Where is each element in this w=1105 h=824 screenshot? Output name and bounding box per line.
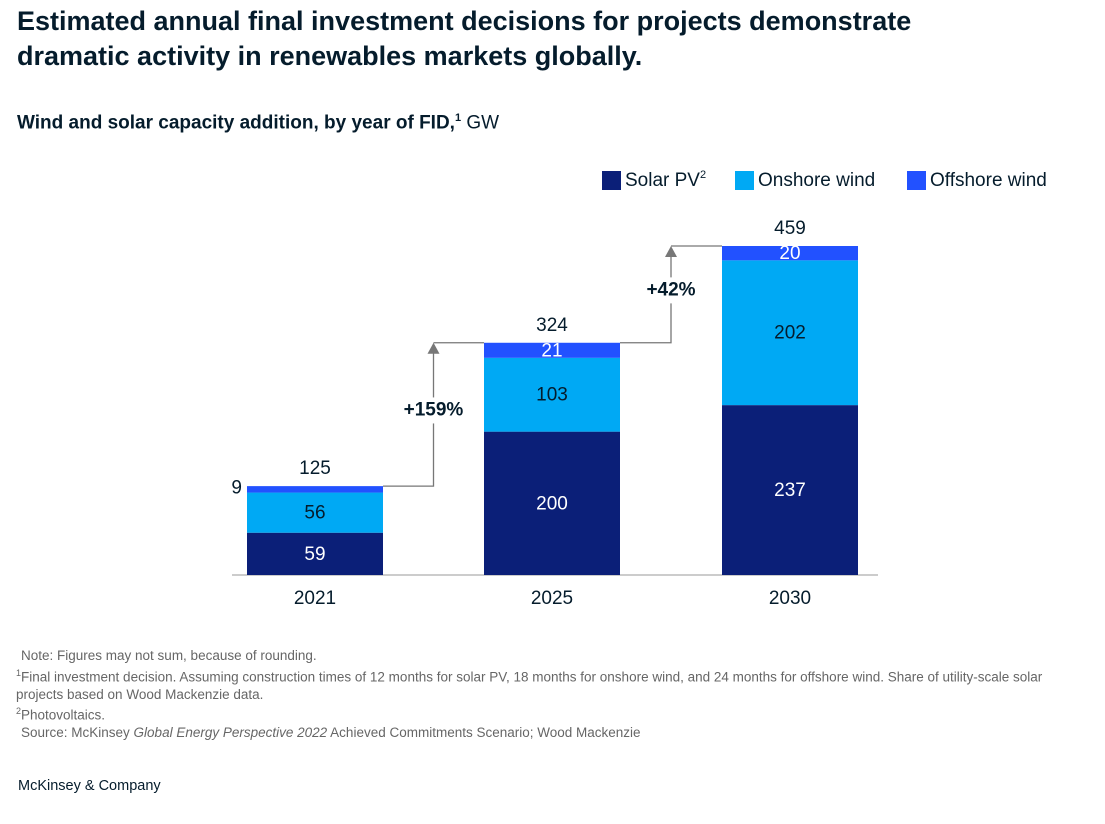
total-label: 459	[774, 218, 806, 239]
bar-segment	[247, 492, 383, 533]
unit: GW	[466, 112, 500, 134]
value-label: 20	[779, 243, 800, 264]
growth-connector	[383, 342, 484, 487]
legend-name: Solar PV	[625, 170, 700, 191]
value-label: 9	[231, 477, 242, 498]
value-label: 21	[541, 340, 562, 361]
bar-segment	[484, 431, 620, 575]
subtitle-text: Wind and solar capacity addition, by yea…	[17, 112, 455, 134]
value-label: 59	[304, 544, 325, 565]
legend-footnote: 2	[700, 169, 706, 181]
growth-label: +42%	[646, 279, 695, 300]
value-label: 200	[536, 493, 568, 514]
growth-label-bg	[635, 277, 707, 304]
total-label: 125	[299, 458, 331, 479]
footnote-marker: 1	[454, 112, 462, 124]
legend-label: Solar PV2	[625, 169, 706, 191]
bar-segment	[247, 486, 383, 493]
x-tick-label: 2021	[294, 588, 336, 609]
growth-label-bg	[397, 397, 470, 424]
growth-arrowhead	[665, 246, 677, 257]
total-label: 324	[536, 315, 568, 336]
legend-swatch	[907, 171, 926, 190]
note-text: Note: Figures may not sum, because of ro…	[21, 648, 317, 663]
source-text: Source: McKinsey	[21, 725, 134, 740]
chart-title: Estimated annual final investment decisi…	[17, 6, 912, 71]
legend-swatch	[602, 171, 621, 190]
legend-label: Offshore wind	[930, 170, 1047, 191]
legend-swatch	[735, 171, 754, 190]
bar-segment	[484, 342, 620, 358]
chart-subtitle: Wind and solar capacity addition, by yea…	[17, 112, 499, 134]
x-tick-label: 2030	[769, 588, 811, 609]
growth-arrowhead	[427, 342, 440, 354]
growth-label: +159%	[404, 399, 464, 420]
note: 2Photovoltaics.	[16, 703, 1056, 724]
note-marker: 1	[16, 667, 22, 678]
bar-segment	[247, 532, 383, 575]
value-label: 237	[774, 480, 806, 501]
bar-segment	[722, 246, 858, 261]
source-text: Achieved Commitments Scenario; Wood Mack…	[327, 725, 641, 740]
bar-segment	[722, 405, 858, 575]
x-tick-label: 2025	[531, 588, 573, 609]
value-label: 56	[304, 503, 325, 524]
note-text: Photovoltaics.	[21, 707, 106, 723]
legend-label: Onshore wind	[758, 170, 875, 191]
note-marker: 2	[16, 706, 22, 716]
source: Source: McKinsey Global Energy Perspecti…	[16, 724, 1056, 742]
value-label: 103	[536, 385, 568, 406]
note: 1Final investment decision. Assuming con…	[16, 665, 1056, 704]
note: Note: Figures may not sum, because of ro…	[16, 647, 1056, 665]
bar-segment	[484, 357, 620, 432]
legend-name: Offshore wind	[930, 170, 1047, 191]
notes: Note: Figures may not sum, because of ro…	[16, 647, 1056, 742]
bar-segment	[722, 260, 858, 406]
source-italic: Global Energy Perspective 2022	[133, 725, 328, 740]
value-label: 202	[774, 323, 806, 344]
note-text: Final investment decision. Assuming cons…	[16, 669, 1043, 702]
legend-name: Onshore wind	[758, 170, 875, 191]
brand: McKinsey & Company	[18, 778, 161, 794]
